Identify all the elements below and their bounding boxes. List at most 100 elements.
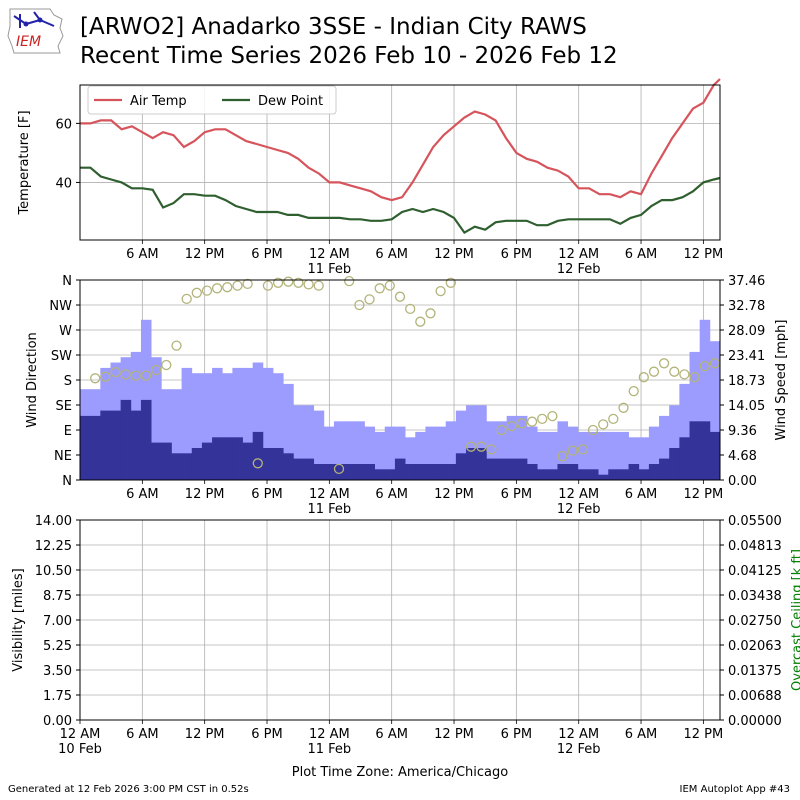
speed-bar: [466, 448, 477, 480]
direction-marker: [252, 458, 263, 469]
gust-bar: [709, 341, 721, 480]
gust-bar: [191, 373, 203, 480]
gust-bar: [252, 362, 264, 480]
gust-bar: [151, 357, 162, 480]
speed-bar: [273, 448, 284, 480]
speed-bar: [526, 464, 538, 480]
temp-xtick-label: 6 AM: [625, 247, 658, 262]
direction-marker: [333, 463, 345, 475]
speed-bar: [262, 448, 274, 480]
direction-marker: [303, 279, 314, 290]
gust-bar: [181, 367, 193, 480]
direction-marker: [262, 280, 274, 291]
wind-xtick-label: 6 AM: [625, 487, 658, 502]
temp-xtick-label: 6 PM: [501, 247, 532, 262]
vis-xtick-label: 12 PM: [185, 727, 225, 742]
speed-bar: [364, 464, 375, 480]
speed-bar: [689, 421, 701, 480]
gust-bar: [689, 351, 701, 480]
speed-bar: [638, 469, 650, 480]
wind-direction-tick-label: SE: [56, 399, 72, 414]
temp-xtick-label: 6 PM: [251, 247, 282, 262]
gust-bar: [303, 405, 315, 480]
temp-xtick-label: 6 AM: [375, 247, 408, 262]
ceiling-tick-label: 0.02063: [728, 639, 782, 654]
speed-bar: [547, 469, 558, 480]
wind-xtick-label: 6 AM: [126, 487, 159, 502]
speed-bar: [222, 437, 233, 480]
speed-bar: [333, 464, 345, 480]
vis-xtick-date: 12 Feb: [557, 742, 601, 757]
wind-xtick-label: 6 PM: [251, 487, 282, 502]
direction-marker: [201, 285, 213, 296]
direction-marker: [506, 420, 517, 432]
speed-bar: [354, 464, 365, 480]
direction-marker: [496, 424, 507, 436]
speed-bar: [425, 464, 436, 480]
speed-bar: [445, 464, 457, 480]
speed-bar: [587, 469, 599, 480]
gust-bar: [496, 421, 508, 480]
direction-marker: [100, 371, 111, 382]
speed-bar: [405, 464, 416, 480]
temp-xtick-date: 11 Feb: [307, 262, 351, 277]
gust-bar: [445, 421, 457, 480]
gust-bar: [201, 373, 213, 480]
xlabel-timezone: Plot Time Zone: America/Chicago: [292, 765, 508, 780]
gust-bar: [455, 410, 467, 480]
direction-marker: [638, 372, 649, 383]
speed-bar: [110, 410, 122, 480]
visibility-tick-label: 14.00: [35, 514, 72, 529]
speed-bar: [476, 448, 487, 480]
direction-marker: [374, 283, 385, 294]
gust-bar: [659, 415, 670, 480]
wind-xtick-label: 12 PM: [684, 487, 724, 502]
gust-bar: [323, 426, 335, 480]
wind-speed-tick-label: 28.09: [728, 324, 765, 339]
wind-xtick-label: 6 PM: [501, 487, 532, 502]
ceiling-tick-label: 0.04125: [728, 564, 782, 579]
series-line-dew-point: [80, 166, 721, 235]
direction-marker: [181, 293, 192, 305]
temp-frame: [79, 84, 721, 241]
speed-bar: [557, 464, 569, 480]
direction-marker: [344, 275, 355, 287]
temp-xtick-label: 12 AM: [558, 247, 599, 262]
speed-bar: [161, 442, 172, 480]
gust-bar: [405, 437, 416, 480]
wind-direction-tick-label: N: [62, 274, 72, 289]
visibility-tick-label: 1.75: [43, 689, 72, 704]
visibility-tick-label: 0.00: [43, 714, 72, 729]
temp-xtick-label: 12 PM: [185, 247, 225, 262]
visibility-tick-label: 5.25: [43, 639, 72, 654]
direction-marker: [293, 277, 304, 288]
wind-direction-tick-label: E: [64, 424, 72, 439]
chart-title-line1: [ARWO2] Anadarko 3SSE - Indian City RAWS: [80, 14, 587, 40]
direction-marker: [171, 340, 182, 351]
vis-xtick-label: 6 PM: [501, 727, 532, 742]
direction-marker: [232, 280, 243, 291]
gust-bar: [537, 431, 548, 480]
wind-xtick-label: 6 AM: [375, 487, 408, 502]
direction-marker: [425, 308, 436, 319]
visibility-tick-label: 12.25: [35, 539, 72, 554]
vis-xtick-label: 12 PM: [434, 727, 474, 742]
vis-xtick-label: 6 AM: [375, 727, 408, 742]
ceiling-tick-label: 0.01375: [728, 664, 782, 679]
speed-bar: [486, 458, 497, 480]
direction-marker: [90, 373, 101, 384]
series-line-air-temp: [80, 78, 721, 202]
vis-xtick-label: 12 AM: [60, 727, 101, 742]
direction-marker: [557, 450, 568, 462]
ceiling-tick-label: 0.03438: [728, 589, 782, 604]
gust-bar: [435, 426, 447, 480]
direction-marker: [384, 280, 395, 291]
wind-direction-tick-label: SW: [51, 349, 72, 364]
direction-marker: [120, 369, 131, 380]
wind-speed-tick-label: 18.73: [728, 374, 765, 389]
speed-bar: [577, 469, 589, 480]
direction-marker: [465, 441, 477, 452]
gust-bar: [283, 383, 294, 480]
vis-xtick-label: 12 AM: [309, 727, 350, 742]
